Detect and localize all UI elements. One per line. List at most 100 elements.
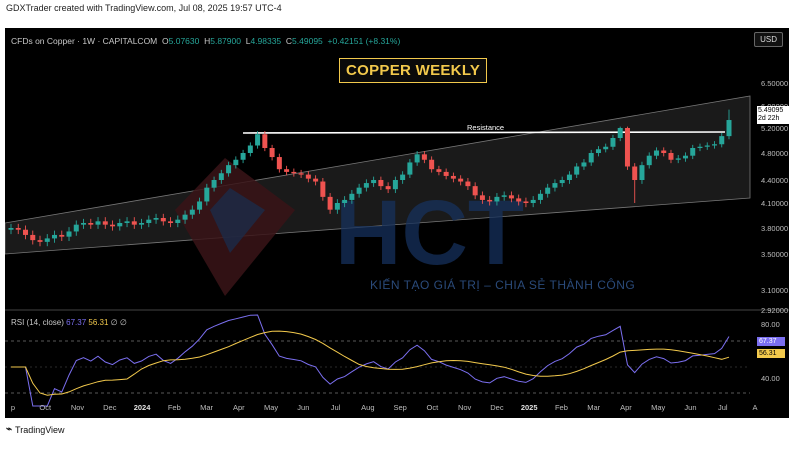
candle-body	[146, 219, 152, 223]
rsi-value: 67.37	[66, 318, 87, 327]
candle-body	[131, 221, 137, 225]
rsi-tick-80: 80.00	[761, 320, 780, 329]
candle-body	[305, 174, 311, 179]
candle	[610, 134, 616, 150]
candle-body	[298, 173, 304, 175]
candle-body	[276, 157, 282, 170]
candle-body	[690, 148, 696, 156]
candle	[204, 183, 210, 206]
candle-body	[59, 234, 65, 237]
candle	[624, 126, 630, 170]
candle	[276, 153, 282, 173]
candle	[23, 225, 29, 240]
candle-body	[436, 169, 442, 172]
candle-body	[378, 180, 384, 187]
candle	[371, 176, 377, 187]
candle-body	[247, 145, 253, 153]
time-axis-month: Apr	[232, 403, 245, 412]
time-axis-month: Jul	[717, 403, 728, 412]
candle-body	[334, 203, 340, 210]
watermark-slogan: KIẾN TẠO GIÁ TRỊ – CHIA SẺ THÀNH CÔNG	[370, 278, 636, 292]
candle	[320, 177, 326, 201]
chart-caption: GDXTrader created with TradingView.com, …	[6, 3, 282, 13]
candle	[262, 131, 268, 152]
candle-body	[624, 128, 630, 167]
candle-body	[400, 174, 406, 180]
time-axis-month: p	[10, 403, 16, 412]
candle	[175, 215, 181, 228]
candle-body	[291, 171, 297, 174]
rsi-ma-value: 56.31	[88, 318, 109, 327]
candle	[704, 142, 710, 150]
candle-body	[494, 196, 500, 202]
candle	[487, 196, 493, 206]
price-tick: 4.10000	[761, 199, 789, 208]
candle	[595, 146, 601, 157]
candle-body	[110, 224, 116, 227]
candle-body	[44, 238, 50, 242]
rsi-legend: RSI (14, close) 67.37 56.31 ∅ ∅	[11, 318, 127, 327]
candle	[392, 176, 398, 194]
candle	[8, 223, 14, 235]
candle-body	[182, 214, 188, 220]
rsi-tick-40: 40.00	[761, 374, 780, 383]
candles	[8, 109, 732, 247]
candle-body	[465, 181, 471, 187]
candle-body	[197, 201, 203, 210]
time-axis-month: Dec	[490, 403, 504, 412]
time-axis-month: Jun	[684, 403, 697, 412]
candle-body	[117, 223, 123, 227]
candle-body	[95, 221, 101, 225]
price-chart-canvas[interactable]: HCT	[5, 28, 789, 418]
candle	[588, 149, 594, 166]
candle	[508, 191, 514, 203]
candle	[305, 171, 311, 183]
candle-body	[668, 153, 674, 160]
candle	[516, 194, 522, 206]
candle-body	[124, 221, 130, 223]
candle-body	[349, 193, 355, 200]
candle-body	[160, 218, 166, 222]
time-axis-month: Mar	[587, 403, 601, 412]
candle	[711, 141, 717, 149]
watermark-diamond-inner-icon	[210, 188, 265, 253]
rsi-title: RSI (14, close)	[11, 318, 64, 327]
current-price-tag: 5.49095 2d 22h	[757, 106, 789, 124]
candle-body	[37, 240, 43, 242]
candle-body	[443, 171, 449, 176]
time-axis-month: Sep	[393, 403, 407, 412]
candle-body	[559, 180, 565, 184]
candle-body	[704, 145, 710, 147]
rsi-value-tag: 67.37	[757, 337, 785, 346]
price-axis[interactable]: 6.500006.000005.200004.800004.400004.100…	[757, 48, 789, 315]
candle-body	[204, 187, 210, 202]
footer-branding: ⌁ TradingView	[6, 424, 65, 435]
candle-body	[566, 174, 572, 180]
candle	[653, 147, 659, 160]
candle	[44, 234, 50, 247]
candle	[523, 197, 529, 208]
candle	[421, 151, 427, 164]
candle-body	[233, 159, 239, 166]
price-tick: 4.40000	[761, 176, 789, 185]
candle	[632, 163, 638, 203]
candle	[501, 191, 507, 201]
price-tick: 3.80000	[761, 224, 789, 233]
candle	[574, 163, 580, 178]
candle	[291, 168, 297, 177]
candle-body	[646, 155, 652, 166]
candle-body	[226, 165, 232, 174]
candle-body	[617, 128, 623, 138]
candle	[545, 183, 551, 198]
candle-body	[371, 180, 377, 184]
candle-body	[327, 196, 333, 210]
chart-frame[interactable]: HCT CFDs on Copper · 1W · CAPITALCOM O5.…	[5, 28, 789, 418]
candle	[327, 193, 333, 214]
tradingview-logo-icon: ⌁	[6, 424, 13, 435]
candle-body	[639, 165, 645, 180]
time-axis-month: May	[263, 403, 279, 412]
rsi-axis[interactable]: 80.00 40.00	[757, 314, 789, 394]
currency-button[interactable]: USD	[754, 32, 783, 47]
time-axis[interactable]: p Oct Nov Dec 2024 Feb Mar Apr May Jun Jul Aug Sep Oc…	[5, 400, 758, 416]
candle	[552, 179, 558, 192]
